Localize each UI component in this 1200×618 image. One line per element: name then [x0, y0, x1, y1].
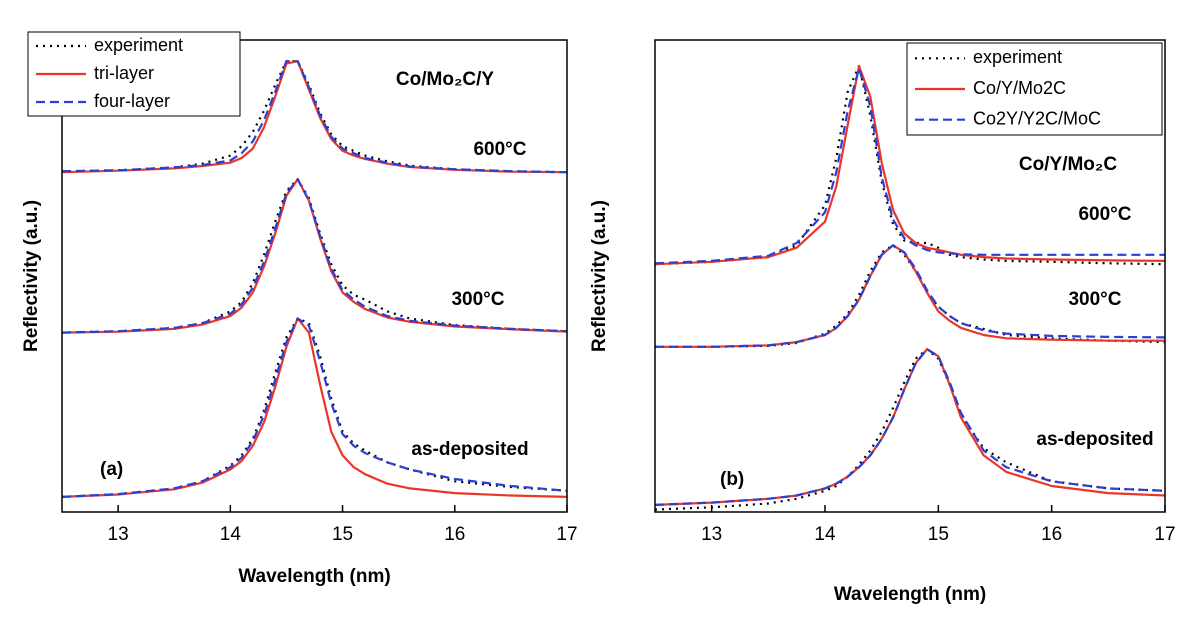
x-axis-label: Wavelength (nm)	[834, 584, 986, 605]
data-line	[61, 317, 568, 498]
data-line	[61, 317, 568, 498]
x-tick-label: 14	[814, 524, 836, 545]
annotation: Co/Mo₂C/Y	[396, 69, 494, 90]
x-tick-label: 15	[332, 524, 353, 545]
x-tick-label: 13	[108, 524, 129, 545]
data-line	[654, 64, 1166, 266]
x-tick-label: 17	[1154, 524, 1175, 545]
data-line	[654, 348, 1166, 511]
y-axis-label: Reflectivity (a.u.)	[589, 200, 610, 352]
x-tick-label: 13	[701, 524, 722, 545]
data-line	[655, 244, 1166, 348]
legend-label: experiment	[973, 47, 1062, 67]
panel-label: (b)	[720, 469, 744, 490]
data-line	[61, 178, 568, 334]
x-tick-label: 14	[220, 524, 242, 545]
legend-label: Co2Y/Y2C/MoC	[973, 108, 1101, 128]
curve-label: 600°C	[473, 139, 526, 160]
data-line	[654, 64, 1166, 266]
data-line	[654, 348, 1166, 506]
curve-label: 600°C	[1078, 204, 1131, 225]
curve-label: 300°C	[451, 289, 504, 310]
data-line	[61, 178, 568, 334]
x-axis-label: Wavelength (nm)	[238, 566, 390, 587]
legend-label: experiment	[94, 35, 183, 55]
plot-frame	[654, 39, 1166, 513]
curve-label: as-deposited	[1036, 429, 1153, 450]
data-line	[61, 178, 568, 334]
panel-label: (a)	[100, 459, 123, 480]
data-line	[654, 67, 1165, 265]
legend-label: tri-layer	[94, 63, 154, 83]
curve-label: 300°C	[1068, 289, 1121, 310]
y-axis-label: Reflectivity (a.u.)	[21, 200, 42, 352]
x-tick-label: 16	[444, 524, 465, 545]
x-tick-label: 17	[556, 524, 577, 545]
data-line	[61, 60, 568, 174]
x-tick-label: 15	[928, 524, 949, 545]
legend-label: Co/Y/Mo2C	[973, 78, 1066, 98]
plot-frame	[61, 39, 568, 513]
legend-label: four-layer	[94, 91, 170, 111]
curve-label: as-deposited	[411, 439, 528, 460]
x-tick-label: 16	[1041, 524, 1062, 545]
data-line	[61, 60, 568, 174]
annotation: Co/Y/Mo₂C	[1019, 154, 1117, 175]
